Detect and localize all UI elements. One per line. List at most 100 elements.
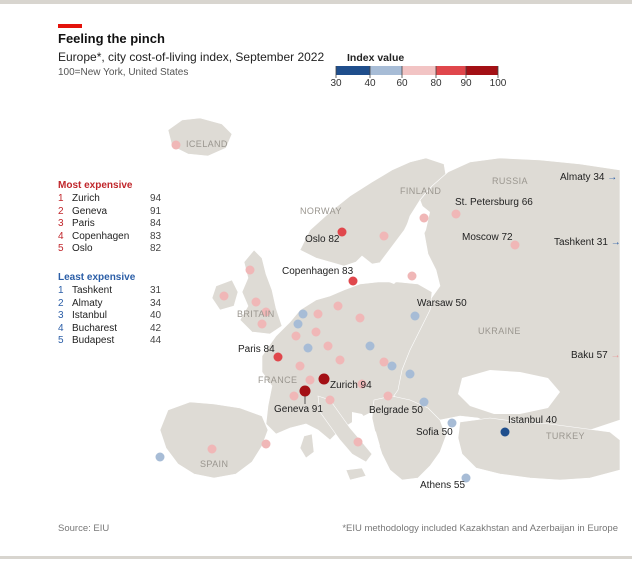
rank-number: 2 <box>58 205 64 217</box>
city-dot-madrid <box>207 444 217 454</box>
country-label-britain: BRITAIN <box>237 309 275 319</box>
city-label-copenhagen: Copenhagen 83 <box>282 266 354 277</box>
country-label-finland: FINLAND <box>400 186 442 196</box>
city-label-almaty: Almaty 34 → <box>560 172 617 183</box>
legend-tick: 90 <box>460 78 472 89</box>
rank-number: 4 <box>58 322 64 334</box>
legend-swatch-90-100 <box>466 66 498 75</box>
city-dot-geneva <box>299 385 311 397</box>
land-iberia <box>159 401 269 479</box>
city-dot-munich <box>335 355 345 365</box>
city-dot-brussels <box>298 309 308 319</box>
country-label-turkey: TURKEY <box>546 431 585 441</box>
city-dot-barcelona <box>261 439 271 449</box>
city-dot-london <box>261 307 271 317</box>
rank-value: 82 <box>150 243 162 254</box>
rank-value: 91 <box>150 205 162 217</box>
country-label-ukraine: UKRAINE <box>478 326 521 336</box>
country-label-russia: RUSSIA <box>492 176 528 186</box>
land-eastern-europe <box>389 157 621 433</box>
legend-tick: 80 <box>430 78 442 89</box>
city-dot-luxembourg <box>291 331 301 341</box>
city-dot-riga <box>407 271 417 281</box>
index-note: 100=New York, United States <box>58 67 189 78</box>
brand-red-bar <box>58 24 82 28</box>
arrow-right-icon: → <box>610 350 621 361</box>
city-dot-warsaw <box>410 311 420 321</box>
city-dot-frankfurt <box>311 327 321 337</box>
city-label-moscow: Moscow 72 <box>462 232 513 243</box>
rank-number: 3 <box>58 310 64 321</box>
city-dot-amsterdam <box>313 309 323 319</box>
city-dot-oslo <box>337 227 347 237</box>
rank-number: 1 <box>58 285 64 296</box>
city-dot-dublin <box>219 291 229 301</box>
rank-value: 94 <box>150 193 162 204</box>
bottom-rule <box>0 556 632 559</box>
rank-city: Copenhagen <box>72 230 130 242</box>
city-label-paris: Paris 84 <box>238 344 275 355</box>
land-sardinia <box>299 433 315 459</box>
city-dot-bern <box>305 375 315 385</box>
adriatic-sea <box>352 412 380 448</box>
baltic-sea <box>380 204 430 284</box>
city-dot-reykjavik <box>171 140 181 150</box>
list-item: 1 Zurich 94 <box>58 193 161 206</box>
city-dot-hamburg <box>333 301 343 311</box>
city-label-athens: Athens 55 <box>420 480 466 491</box>
chart-title: Feeling the pinch <box>58 31 165 46</box>
rank-city: Tashkent <box>72 285 113 296</box>
rank-value: 42 <box>150 322 162 334</box>
city-label-baku: Baku 57 → <box>571 350 620 361</box>
country-label-france: FRANCE <box>258 375 298 385</box>
city-label-tashkent: Tashkent 31 → <box>554 237 621 248</box>
rank-value: 44 <box>150 335 162 346</box>
list-item: 4 Copenhagen 83 <box>58 230 161 244</box>
city-dot-helsinki <box>419 213 429 223</box>
legend-swatch-60-80 <box>402 66 436 75</box>
city-dot-marseille <box>289 391 299 401</box>
list-item: 5 Budapest 44 <box>58 335 161 348</box>
list-item: 2 Almaty 34 <box>58 297 161 311</box>
list-item: 4 Bucharest 42 <box>58 322 161 336</box>
city-label-baku-text: Baku 57 <box>571 350 608 361</box>
city-dot-stuttgart <box>323 341 333 351</box>
list-item: 3 Paris 84 <box>58 218 161 231</box>
legend-swatch-80-90 <box>436 66 466 75</box>
city-dot-milan <box>325 395 335 405</box>
chart-subtitle: Europe*, city cost-of-living index, Sept… <box>58 50 325 64</box>
rank-value: 40 <box>150 310 162 321</box>
country-label-iceland: ICELAND <box>186 139 228 149</box>
rank-number: 5 <box>58 243 64 254</box>
city-dot-dusseldorf <box>293 319 303 329</box>
city-dot-edinburgh <box>245 265 255 275</box>
source-note: Source: EIU <box>58 523 110 534</box>
list-item: 2 Geneva 91 <box>58 205 161 219</box>
rank-value: 34 <box>150 297 162 309</box>
top-rule <box>0 0 632 4</box>
rank-number: 4 <box>58 230 64 242</box>
city-dot-vienna <box>379 357 389 367</box>
city-dot-prague <box>365 341 375 351</box>
city-dot-zurich <box>318 373 330 385</box>
city-dot-copenhagen <box>348 276 358 286</box>
city-dot-paris <box>273 352 283 362</box>
rank-city: Istanbul <box>72 310 108 321</box>
city-dot-cologne <box>303 343 313 353</box>
least-expensive-heading: Least expensive <box>58 272 136 283</box>
city-dot-ljubljana <box>357 379 367 389</box>
city-dot-istanbul <box>500 427 510 437</box>
legend-tick: 40 <box>364 78 376 89</box>
legend-title: Index value <box>347 52 405 64</box>
list-item: 3 Istanbul 40 <box>58 310 161 323</box>
city-dot-bratislava <box>405 369 415 379</box>
city-label-almaty-text: Almaty 34 <box>560 172 605 183</box>
city-label-belgrade: Belgrade 50 <box>369 405 423 416</box>
seas <box>352 204 560 448</box>
city-label-warsaw: Warsaw 50 <box>417 298 467 309</box>
rank-city: Almaty <box>72 297 103 309</box>
country-label-spain: SPAIN <box>200 459 229 469</box>
most-expensive-list: Most expensive 1 Zurich 94 2 Geneva 91 3 Pari… <box>58 180 161 256</box>
legend-color-bar <box>335 66 499 78</box>
